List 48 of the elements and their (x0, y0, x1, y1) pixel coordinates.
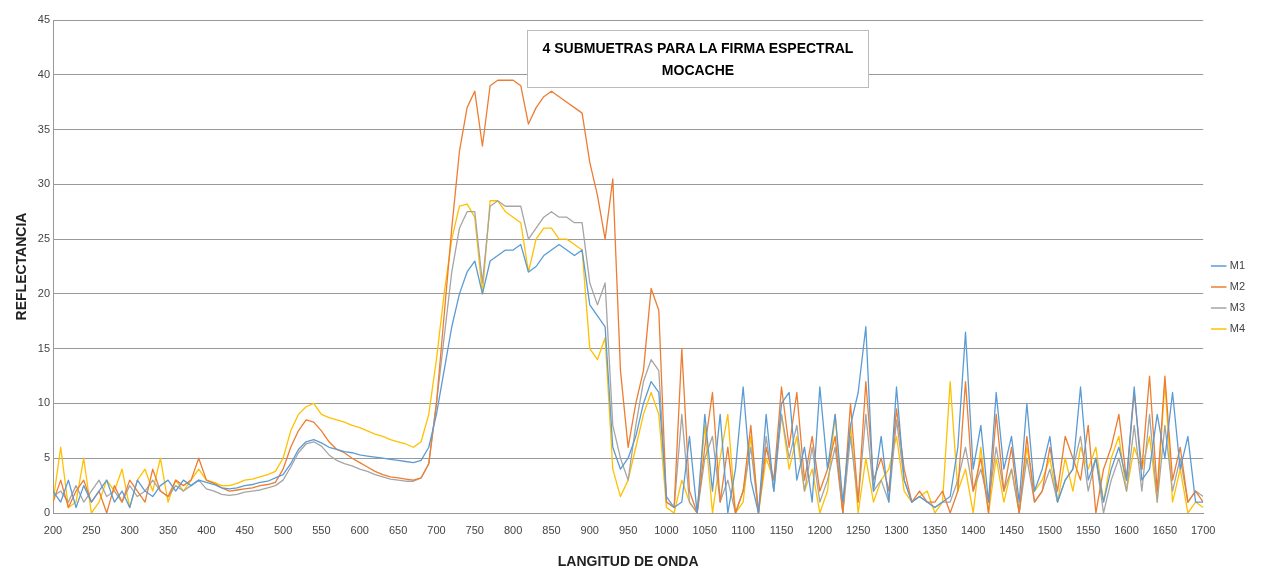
x-tick-label: 1450 (999, 523, 1024, 536)
x-tick-label: 1350 (922, 523, 948, 536)
x-tick-label: 1650 (1152, 523, 1178, 536)
x-tick-label: 1050 (692, 523, 718, 536)
x-tick-label: 450 (235, 523, 254, 536)
x-tick-label: 1600 (1114, 523, 1139, 536)
y-tick-label: 0 (43, 506, 51, 519)
legend-label: M2 (1229, 280, 1245, 293)
x-tick-label: 900 (580, 523, 599, 536)
x-tick-label: 950 (618, 523, 638, 536)
x-tick-label: 750 (465, 523, 484, 536)
y-tick-label: 15 (37, 341, 51, 354)
text: 4 SUBMUETRAS PARA LA FIRMA ESPECTRAL MOCACHE (527, 30, 869, 88)
x-tick-label: 1100 (731, 523, 755, 536)
y-tick-label: 30 (37, 177, 51, 190)
legend-label: M1 (1229, 259, 1245, 272)
x-tick-label: 1000 (654, 523, 679, 536)
x-tick-label: 1250 (845, 523, 871, 536)
x-tick-label: 350 (158, 523, 178, 536)
y-tick-label: 35 (37, 122, 51, 135)
y-tick-label: 20 (37, 286, 51, 299)
x-tick-label: 1150 (769, 523, 794, 536)
x-tick-label: 550 (312, 523, 331, 536)
x-tick-label: 800 (503, 523, 523, 536)
x-tick-label: 1300 (884, 523, 909, 536)
legend-label: M4 (1229, 322, 1245, 335)
legend-label: M3 (1229, 301, 1245, 314)
y-tick-label: 10 (37, 396, 51, 409)
x-tick-label: 200 (43, 523, 63, 536)
y-tick-label: 45 (37, 13, 51, 26)
x-tick-label: 300 (120, 523, 139, 536)
y-axis-title: REFLECTANCIA (13, 212, 30, 321)
x-tick-label: 250 (82, 523, 101, 536)
x-tick-label: 850 (542, 523, 561, 536)
y-tick-label: 25 (37, 232, 51, 245)
x-tick-label: 1200 (807, 523, 833, 536)
x-tick-label: 600 (350, 523, 369, 536)
x-tick-label: 1400 (960, 523, 986, 536)
x-tick-label: 400 (197, 523, 216, 536)
y-tick-label: 5 (43, 451, 51, 464)
x-tick-label: 1700 (1190, 523, 1216, 536)
y-tick-label: 40 (37, 67, 51, 80)
x-axis-title: LANGITUD DE ONDA (557, 553, 699, 570)
x-tick-label: 700 (427, 523, 446, 536)
x-tick-label: 650 (388, 523, 408, 536)
x-tick-label: 1500 (1037, 523, 1063, 536)
x-tick-label: 500 (273, 523, 293, 536)
x-tick-label: 1550 (1075, 523, 1101, 536)
